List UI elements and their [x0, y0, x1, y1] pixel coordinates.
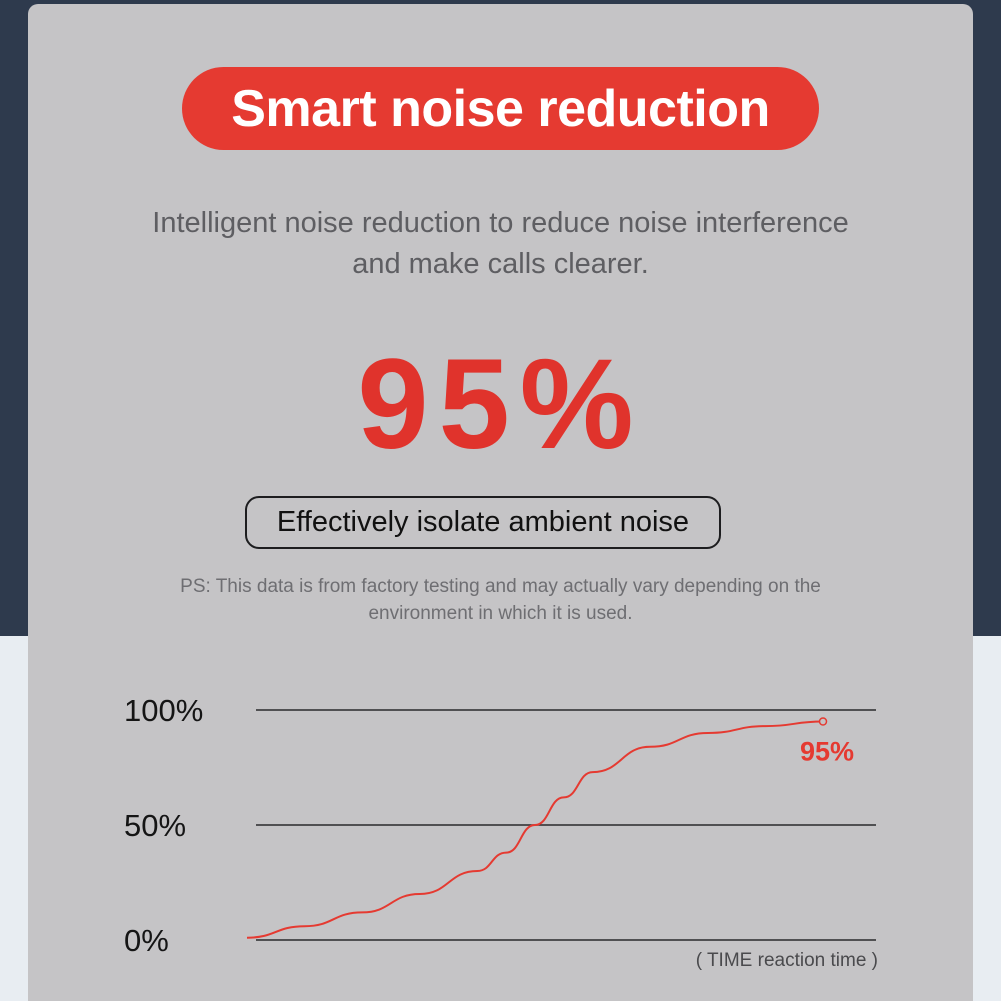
curve-end-point	[818, 717, 828, 726]
headline-percentage: 95%	[357, 333, 644, 476]
end-value-label: 95%	[800, 737, 854, 767]
subtitle-line-1: Intelligent noise reduction to reduce no…	[152, 207, 849, 239]
isolate-badge: Effectively isolate ambient noise	[245, 496, 721, 549]
y-tick-label: 0%	[124, 923, 169, 958]
disclaimer-line-1: PS: This data is from factory testing an…	[180, 576, 821, 597]
disclaimer-line-2: environment in which it is used.	[368, 603, 633, 624]
isolate-badge-label: Effectively isolate ambient noise	[276, 506, 690, 538]
x-axis-label: ( TIME reaction time )	[696, 950, 878, 971]
title-banner: Smart noise reduction	[182, 67, 819, 150]
y-tick-label: 50%	[124, 808, 186, 843]
noise-reduction-curve	[246, 720, 824, 939]
subtitle-line-2: and make calls clearer.	[352, 248, 649, 280]
y-tick-label: 100%	[124, 693, 203, 728]
page-title: Smart noise reduction	[231, 79, 770, 138]
info-card	[28, 4, 973, 1001]
